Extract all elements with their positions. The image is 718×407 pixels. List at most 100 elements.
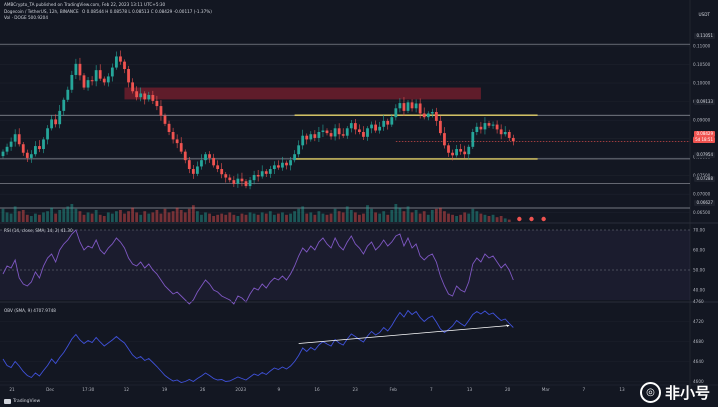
volume-bar bbox=[260, 212, 264, 222]
symbol-title[interactable]: Dogecoin / TetherUS, 12h, BINANCE bbox=[4, 9, 79, 14]
candle-body bbox=[491, 124, 495, 126]
volume-bar bbox=[179, 210, 183, 222]
volume-bar bbox=[430, 210, 434, 222]
candle-body bbox=[402, 103, 406, 111]
obv-trendline-arrowhead bbox=[506, 324, 510, 327]
price-axis-tick: 0.11000 bbox=[693, 44, 711, 49]
candle-body bbox=[42, 139, 45, 150]
candle-body bbox=[147, 94, 151, 100]
volume-bar bbox=[236, 216, 240, 222]
volume-bar bbox=[301, 206, 305, 222]
candle-body bbox=[50, 119, 53, 129]
candle-body bbox=[175, 139, 179, 144]
candle-body bbox=[123, 61, 126, 70]
candle-body bbox=[499, 129, 503, 135]
volume-bar bbox=[151, 212, 155, 222]
candle-body bbox=[204, 154, 207, 161]
candle-body bbox=[70, 74, 74, 90]
candle-body bbox=[430, 112, 434, 114]
candle-body bbox=[143, 93, 147, 100]
volume-bar bbox=[467, 213, 471, 222]
candle-body bbox=[159, 106, 163, 116]
candle-body bbox=[503, 132, 507, 135]
volume-bar bbox=[240, 213, 244, 222]
candle-body bbox=[511, 137, 515, 142]
candle-body bbox=[248, 180, 252, 187]
volume-bar bbox=[220, 213, 224, 222]
price-axis-tick: 0.07500 bbox=[693, 173, 711, 178]
candle-body bbox=[236, 178, 240, 184]
volume-bar bbox=[426, 214, 430, 222]
candle-body bbox=[353, 123, 357, 130]
candle-body bbox=[386, 120, 390, 125]
volume-bar bbox=[475, 211, 479, 222]
volume-bar bbox=[212, 216, 215, 222]
volume-bar bbox=[293, 211, 296, 222]
candle-body bbox=[422, 113, 426, 118]
volume-bar bbox=[398, 207, 402, 222]
candle-body bbox=[443, 133, 446, 146]
volume-bar bbox=[70, 204, 74, 222]
candle-body bbox=[38, 146, 41, 150]
price-label-level-5: 0.06627 bbox=[694, 200, 715, 206]
volume-bar bbox=[402, 211, 406, 222]
candle-body bbox=[329, 133, 333, 137]
price-axis-tick: 0.09000 bbox=[693, 118, 711, 123]
volume-bar bbox=[167, 212, 171, 222]
candle-body bbox=[426, 113, 430, 118]
volume-bar bbox=[127, 211, 130, 222]
candle-body bbox=[110, 67, 114, 77]
obv-line bbox=[2, 309, 514, 383]
volume-bar bbox=[143, 211, 147, 222]
volume-bar bbox=[17, 211, 21, 222]
candle-body bbox=[305, 135, 309, 140]
author-line: AMBCrypto_TA published on TradingView.co… bbox=[4, 2, 166, 7]
volume-bar bbox=[272, 214, 276, 222]
volume-bar bbox=[406, 206, 410, 222]
volume-bar bbox=[110, 213, 114, 222]
candle-body bbox=[106, 76, 110, 83]
candle-body bbox=[29, 154, 33, 158]
volume-bar bbox=[507, 219, 511, 222]
candle-body bbox=[54, 119, 58, 125]
candle-body bbox=[25, 152, 29, 158]
volume-bar bbox=[98, 214, 102, 222]
candle-body bbox=[34, 146, 37, 155]
time-axis-tick: 9 bbox=[278, 387, 281, 392]
candle-body bbox=[410, 102, 414, 109]
volume-bar bbox=[74, 208, 78, 222]
volume-bar bbox=[25, 214, 29, 222]
candle-body bbox=[479, 126, 483, 130]
candle-body bbox=[285, 162, 288, 166]
candle-body bbox=[341, 134, 345, 136]
candle-body bbox=[220, 169, 224, 175]
volume-bar bbox=[317, 211, 321, 222]
volume-bar bbox=[503, 218, 507, 222]
obv-label[interactable]: OBV (SMA, 9) 4707.9748 bbox=[4, 308, 56, 313]
volume-bar bbox=[325, 214, 329, 222]
volume-bar bbox=[5, 212, 9, 222]
candle-body bbox=[459, 149, 463, 152]
volume-bar bbox=[78, 211, 82, 222]
volume-bar bbox=[487, 216, 491, 222]
price-label-level-2: 0.09133 bbox=[694, 99, 715, 105]
rsi-label[interactable]: RSI (14, close, SMA, 14, 2) 41.30 bbox=[4, 228, 73, 233]
candle-body bbox=[374, 124, 377, 131]
price-label-level-1: 0.11051 bbox=[694, 33, 715, 39]
volume-bar bbox=[447, 213, 450, 222]
candle-body bbox=[127, 69, 130, 83]
tradingview-logo[interactable]: TradingView bbox=[4, 399, 40, 404]
candle-body bbox=[200, 160, 203, 167]
volume-bar bbox=[191, 205, 195, 222]
volume-bar bbox=[277, 213, 280, 222]
price-axis-tick: 0.07000 bbox=[693, 192, 711, 197]
candle-body bbox=[216, 165, 220, 170]
candle-body bbox=[370, 124, 373, 129]
volume-bar bbox=[123, 213, 126, 222]
volume-bar bbox=[200, 214, 203, 222]
candle-body bbox=[471, 132, 475, 147]
candle-body bbox=[277, 165, 280, 168]
candle-body bbox=[1, 151, 5, 157]
candle-body bbox=[240, 178, 244, 182]
